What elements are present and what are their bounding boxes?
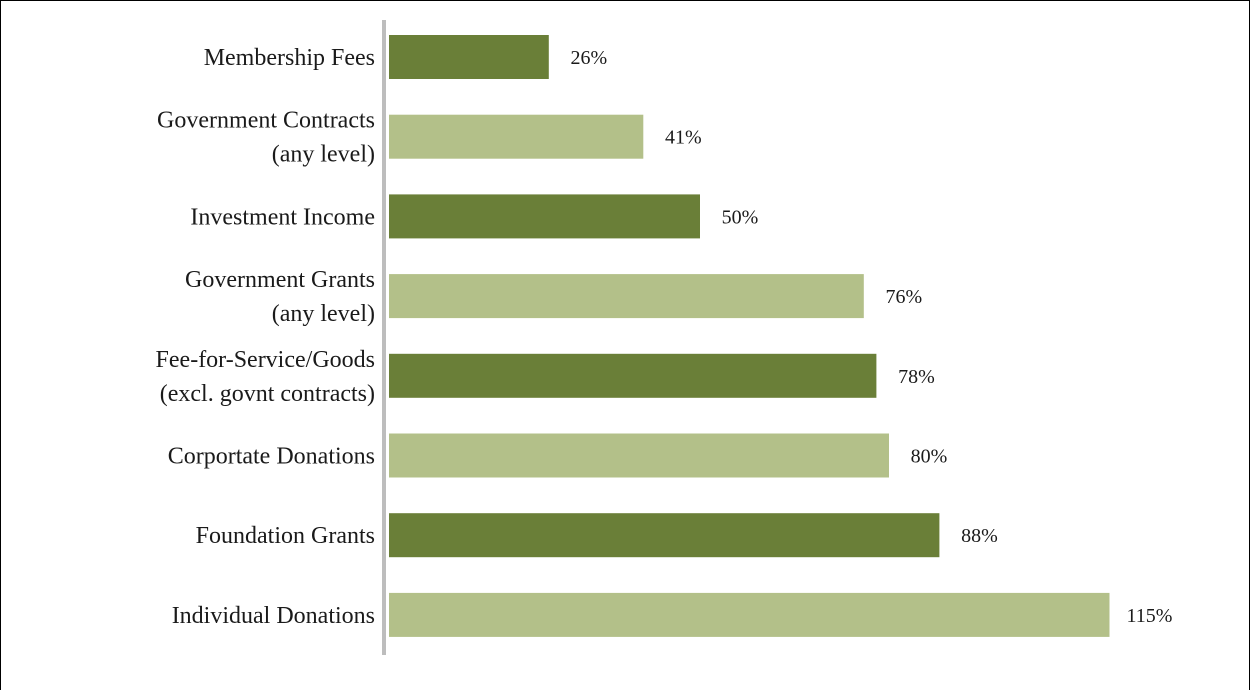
y-axis-line xyxy=(382,20,386,655)
bar-0 xyxy=(389,35,549,79)
category-label-5: Corportate Donations xyxy=(168,444,375,470)
category-label-3: Government Grants (any level) xyxy=(185,267,375,327)
bar-chart: Membership Fees 26% Government Contracts (a… xyxy=(156,20,1173,655)
value-label-2: 50% xyxy=(722,206,759,228)
value-label-4: 78% xyxy=(898,366,935,388)
value-label-6: 88% xyxy=(961,525,998,547)
value-label-0: 26% xyxy=(570,47,607,69)
bar-3 xyxy=(389,274,864,319)
category-label-4: Fee-for-Service/Goods (excl. govnt contra… xyxy=(156,347,375,407)
value-label-5: 80% xyxy=(911,446,948,468)
value-label-3: 76% xyxy=(885,286,922,308)
category-label-0: Membership Fees xyxy=(204,45,375,71)
bar-7 xyxy=(389,592,1110,637)
bar-2 xyxy=(389,194,700,239)
category-label-2: Investment Income xyxy=(190,204,375,230)
bar-1 xyxy=(389,114,644,159)
bar-5 xyxy=(389,433,889,478)
category-label-6: Foundation Grants xyxy=(196,523,375,549)
category-label-7: Individual Donations xyxy=(172,603,375,629)
bar-4 xyxy=(389,353,877,398)
bar-6 xyxy=(389,513,940,558)
value-label-7: 115% xyxy=(1127,605,1173,627)
category-label-1: Government Contracts (any level) xyxy=(157,108,375,168)
value-label-1: 41% xyxy=(665,127,702,149)
